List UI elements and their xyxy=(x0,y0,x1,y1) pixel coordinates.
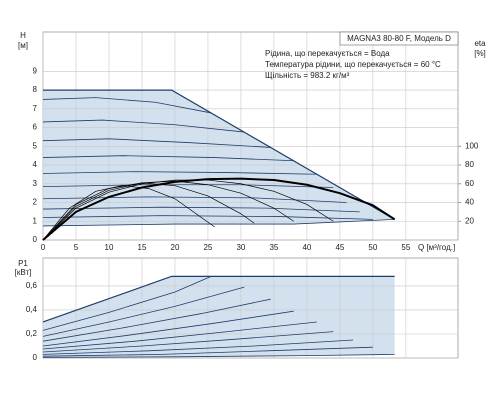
y-tick-label: 6 xyxy=(33,123,38,132)
curve xyxy=(42,138,271,148)
curve xyxy=(42,179,334,241)
curve xyxy=(42,119,245,133)
y-axis-unit: [м] xyxy=(18,41,28,50)
x-tick-label: 25 xyxy=(203,243,212,252)
curve xyxy=(42,286,245,337)
y-tick-label: 0 xyxy=(33,235,38,244)
x-tick-label: 40 xyxy=(302,243,311,252)
y2-axis-label: eta xyxy=(474,39,486,48)
y2-tick-label: 40 xyxy=(465,198,474,207)
y2-tick-label: 60 xyxy=(465,179,474,188)
curve xyxy=(42,182,255,241)
y-tick-label: 7 xyxy=(33,104,38,113)
curve xyxy=(42,298,271,342)
x-tick-label: 10 xyxy=(105,243,114,252)
curve xyxy=(42,339,354,355)
y-tick-label: 3 xyxy=(33,179,38,188)
y2-tick-label: 100 xyxy=(465,141,479,150)
y-tick-label: 4 xyxy=(33,160,38,169)
y-tick-label: 5 xyxy=(33,141,38,150)
y-tick-label: 1 xyxy=(33,216,38,225)
x-tick-label: 5 xyxy=(74,243,79,252)
curve xyxy=(42,185,215,241)
curve xyxy=(43,89,395,220)
y-tick-label: 0,6 xyxy=(26,281,38,290)
curve xyxy=(42,206,360,213)
curve xyxy=(42,180,294,241)
curve xyxy=(42,171,317,175)
curve xyxy=(42,215,373,220)
curve xyxy=(42,184,334,188)
title-box xyxy=(339,31,459,46)
x-tick-label: 0 xyxy=(41,243,46,252)
y-axis-unit: [кВт] xyxy=(15,268,32,277)
curve xyxy=(42,331,334,353)
y-tick-label: 0,2 xyxy=(26,329,38,338)
y-tick-label: 9 xyxy=(33,66,38,75)
chart-title: MAGNA3 80-80 F, Модель D xyxy=(347,34,451,43)
curve xyxy=(42,177,396,241)
curve xyxy=(42,310,294,347)
x-tick-label: 15 xyxy=(138,243,147,252)
curve xyxy=(42,354,395,358)
y-tick-label: 8 xyxy=(33,85,38,94)
curve xyxy=(42,275,395,323)
x-tick-label: 35 xyxy=(269,243,278,252)
y2-tick-label: 20 xyxy=(465,216,474,225)
curve xyxy=(42,321,317,350)
annotation: Температура рідини, що перекачується = 6… xyxy=(265,60,441,69)
curve xyxy=(42,218,395,227)
curve xyxy=(42,196,347,203)
x-tick-label: 45 xyxy=(335,243,344,252)
x-tick-label: 20 xyxy=(171,243,180,252)
y2-axis-unit: [%] xyxy=(474,49,486,58)
x-tick-label: 30 xyxy=(236,243,245,252)
annotation: Щільність = 983.2 кг/м³ xyxy=(265,71,350,80)
y-tick-label: 0,4 xyxy=(26,305,38,314)
curve xyxy=(42,346,373,357)
x-tick-label: 50 xyxy=(368,243,377,252)
y-axis-label: H xyxy=(20,31,26,40)
curve xyxy=(42,155,294,162)
y2-tick-label: 80 xyxy=(465,160,474,169)
curve xyxy=(42,276,212,331)
annotation: Рідина, що перекачується = Вода xyxy=(265,49,390,58)
y-tick-label: 0 xyxy=(33,353,38,362)
x-axis-label: Q [м³/год.] xyxy=(418,243,455,252)
curve xyxy=(42,97,212,114)
y-tick-label: 2 xyxy=(33,198,38,207)
x-tick-label: 55 xyxy=(401,243,410,252)
y-axis-label: P1 xyxy=(18,259,28,268)
